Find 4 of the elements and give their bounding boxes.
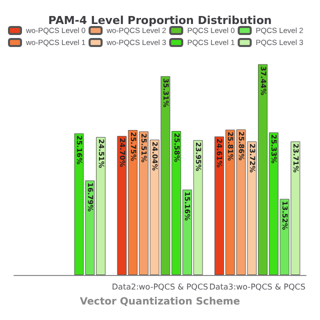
chart-title: PAM-4 Level Proportion Distribution [48,14,272,27]
x-tick-label: Data2:wo-PQCS & PQCS [112,282,208,292]
x-tick-label: Data3:wo-PQCS & PQCS [209,282,306,292]
x-axis-title: Vector Quantization Scheme [80,296,240,308]
